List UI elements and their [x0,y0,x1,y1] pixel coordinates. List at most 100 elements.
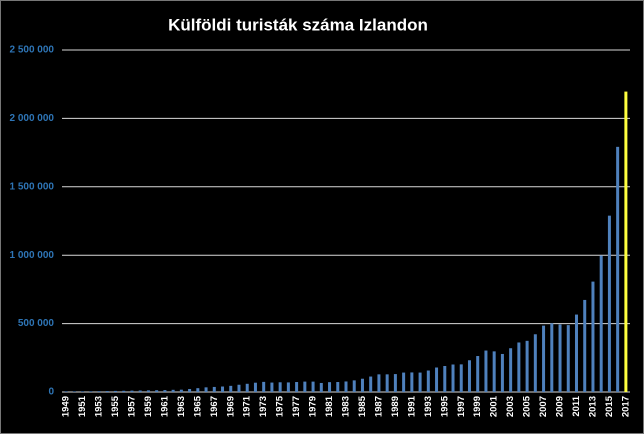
chart-title: Külföldi turisták száma Izlandon [168,15,428,34]
bar [418,372,422,392]
x-tick-label: 1979 [308,396,319,417]
bar [336,382,340,392]
bar [221,386,225,392]
x-tick-label: 2013 [587,396,598,417]
bar [377,374,381,392]
x-tick-label: 2011 [571,395,582,416]
bar [443,366,447,392]
y-tick-label: 500 000 [18,318,55,329]
bar [311,381,315,392]
x-tick-label: 2005 [522,395,533,417]
bar [262,381,266,392]
bar [467,360,471,392]
x-tick-label: 1963 [176,396,187,417]
x-tick-label: 1977 [291,396,302,417]
y-tick-label: 1 500 000 [10,181,55,192]
bar [97,391,101,392]
bar [130,390,134,392]
x-tick-label: 1959 [143,396,154,417]
bar [566,325,570,392]
bar [599,255,603,392]
x-tick-label: 1971 [242,395,253,417]
bar [155,390,159,392]
x-tick-label: 1989 [390,396,401,417]
bar [253,382,257,392]
bar [328,382,332,392]
bar [393,374,397,392]
bar [212,386,216,392]
y-tick-label: 1 000 000 [10,250,55,261]
bar [352,380,356,392]
bar [624,91,628,393]
x-tick-label: 2007 [538,396,549,417]
x-tick-label: 1969 [225,396,236,417]
x-tick-label: 2017 [620,396,631,417]
bar [583,299,587,392]
bar [542,325,546,392]
x-tick-label: 1985 [357,395,368,417]
bar [435,367,439,392]
x-tick-label: 1975 [275,395,286,417]
x-tick-label: 1995 [439,395,450,417]
x-tick-label: 1967 [209,396,220,417]
bar [525,340,529,392]
x-tick-label: 1965 [192,395,203,417]
x-tick-label: 2001 [489,395,500,417]
x-tick-label: 1997 [456,396,467,417]
x-tick-label: 1973 [258,396,269,417]
y-tick-label: 0 [48,387,54,398]
bar [616,146,620,392]
x-tick-label: 1953 [94,396,105,417]
bar [229,385,233,392]
y-tick-label: 2 500 000 [10,45,55,56]
bar [146,390,150,392]
x-tick-label: 1955 [110,395,121,417]
x-tick-label: 2015 [604,395,615,417]
bar [402,372,406,392]
bar [426,370,430,392]
bar [122,390,126,392]
bar [81,391,85,392]
bar [105,391,109,392]
bar [369,376,373,392]
bar [319,382,323,392]
y-tick-label: 2 000 000 [10,113,55,124]
bar [574,314,578,392]
bar [476,356,480,392]
bar [533,334,537,392]
x-tick-label: 1961 [159,395,170,417]
bar [484,350,488,392]
bar [492,351,496,392]
x-tick-label: 1951 [77,395,88,417]
bar [360,378,364,392]
bar [558,324,562,392]
x-tick-label: 1983 [341,396,352,417]
bar [607,215,611,392]
bar [270,382,274,392]
bar [245,383,249,392]
bar [286,382,290,392]
x-tick-label: 1987 [373,396,384,417]
x-tick-label: 1981 [324,395,335,417]
bar [410,372,414,392]
bar [179,389,183,392]
bar [344,381,348,392]
x-tick-label: 2009 [555,396,566,417]
x-tick-label: 1999 [472,396,483,417]
bar [163,390,167,392]
bar [385,374,389,392]
bar [89,391,93,392]
bar [500,353,504,392]
bar [295,382,299,392]
bar [278,382,282,392]
bar [64,391,68,392]
bar [517,342,521,392]
bar [114,390,118,392]
bar [509,348,513,392]
bar [188,388,192,392]
bar [138,390,142,392]
bar [204,387,208,392]
bar [196,388,200,392]
